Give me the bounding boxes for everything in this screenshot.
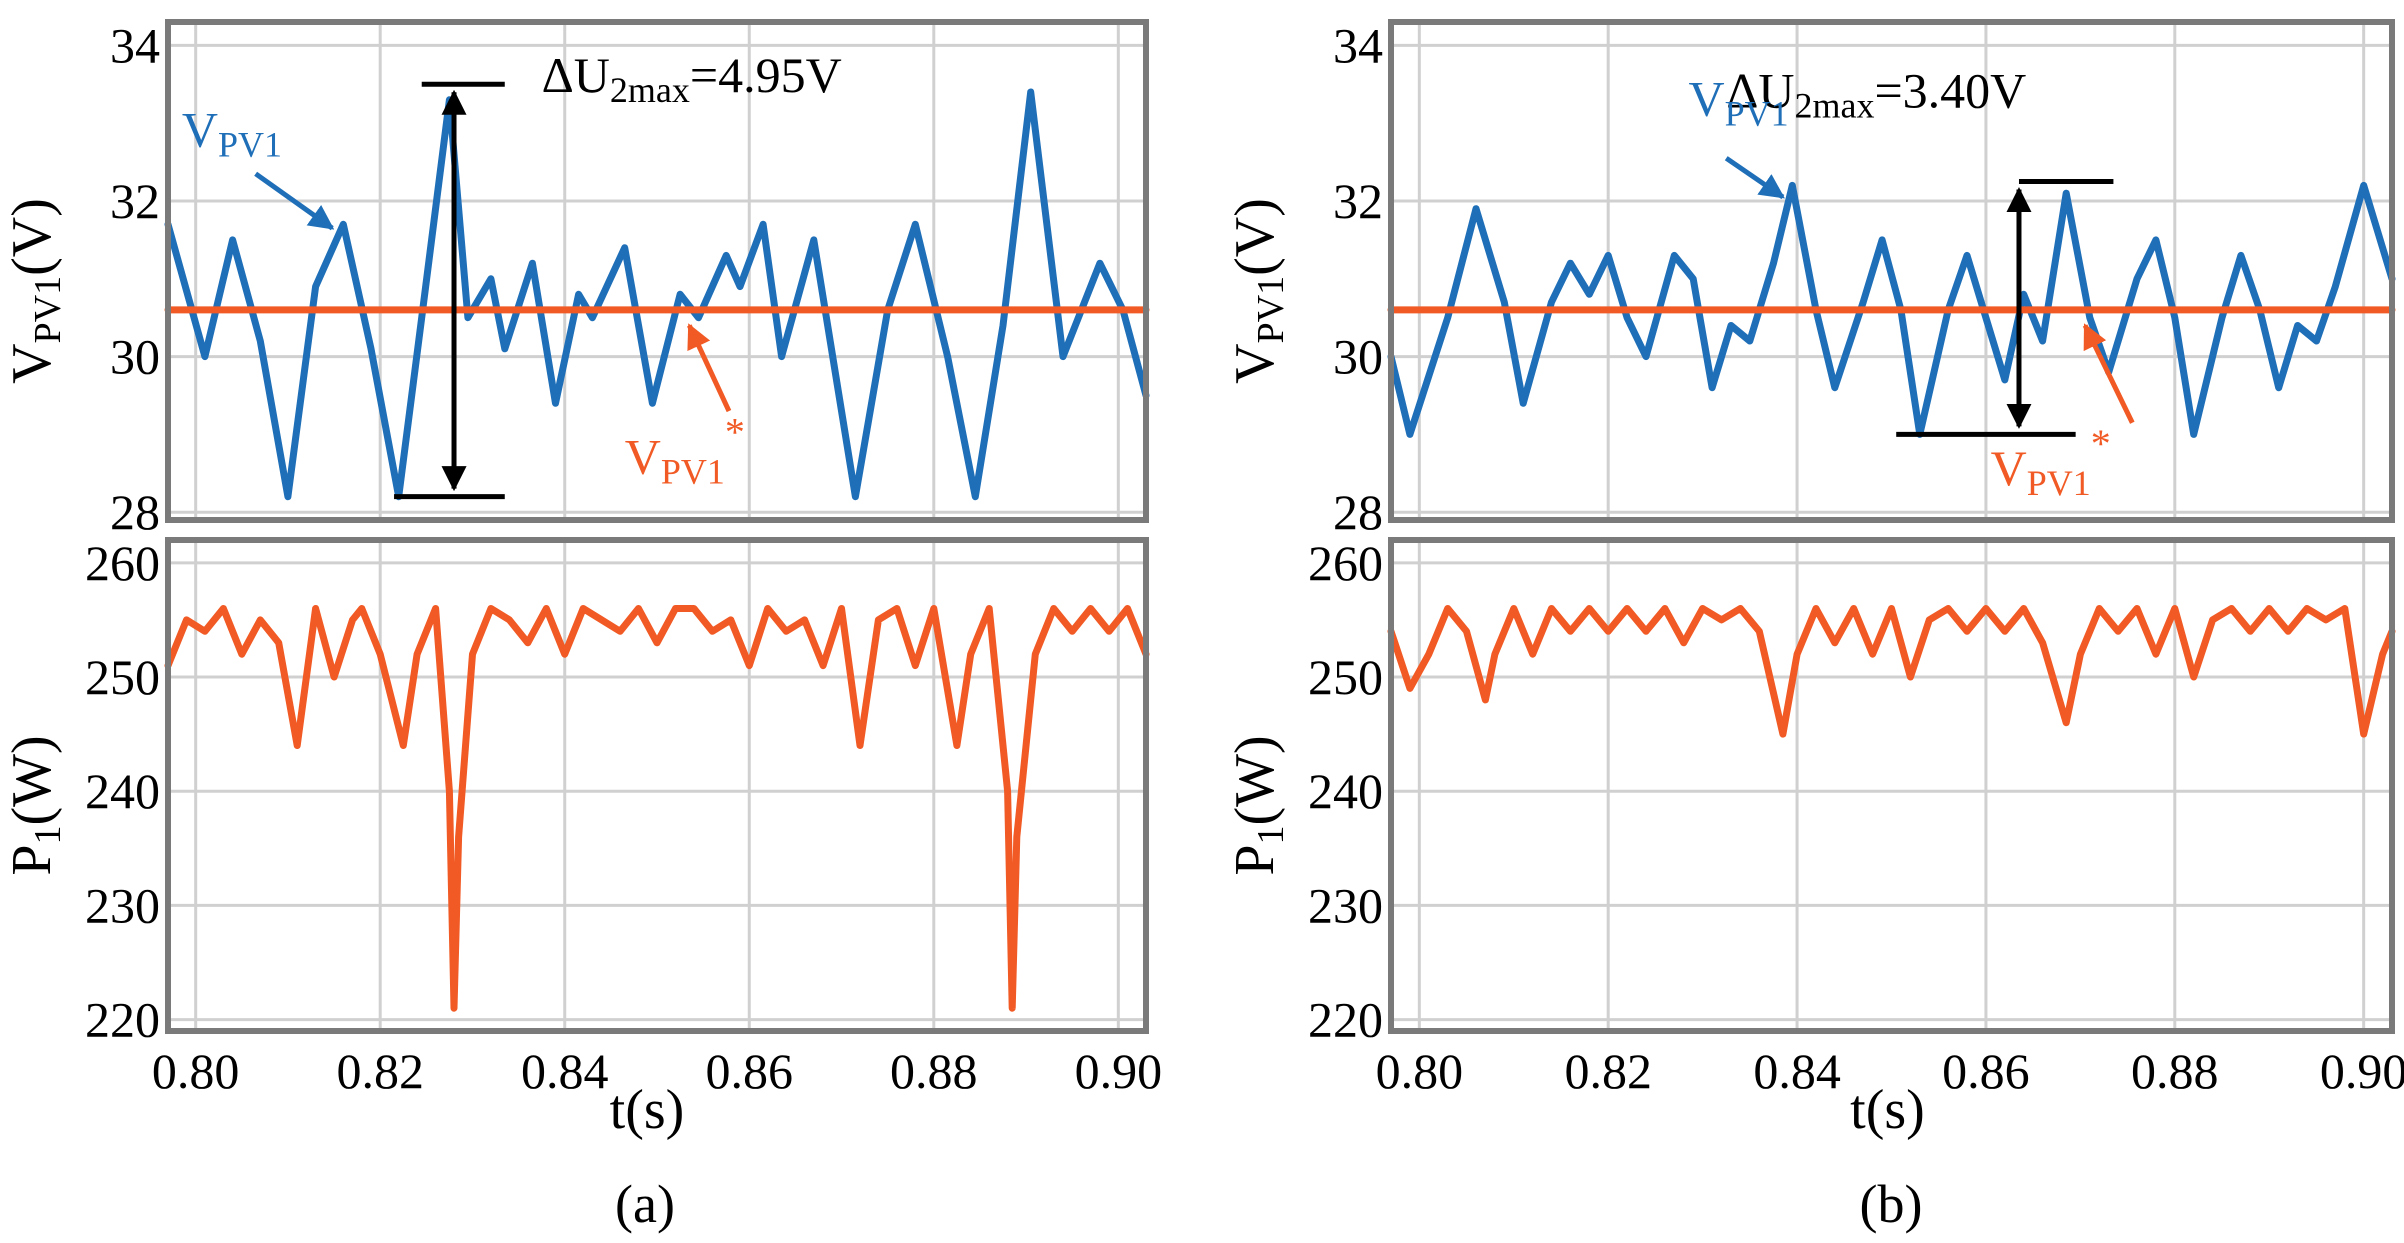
arrow-vpv1-ref xyxy=(687,323,732,413)
x-tick-label: 0.90 xyxy=(2320,1043,2404,1099)
y-tick-label: 28 xyxy=(110,484,160,540)
y-tick-label: 260 xyxy=(1308,535,1383,591)
label-vpv1-ref: VPV1* xyxy=(625,409,745,491)
delta-annotation-sub: 2max xyxy=(1795,86,1875,126)
x-tick-label: 0.86 xyxy=(706,1043,794,1099)
label-vpv1-ref-sup: * xyxy=(2091,421,2111,466)
label-vpv1-ref-main: V xyxy=(1991,440,2027,496)
y-axis-label-sub: PV1 xyxy=(1250,276,1292,344)
x-tick-label: 0.80 xyxy=(1376,1043,1464,1099)
y-axis-label-sub: 1 xyxy=(1250,826,1292,845)
label-vpv1-ref-sub: PV1 xyxy=(661,451,725,491)
x-axis-label: t(s) xyxy=(1850,1079,1925,1141)
y-tick-label: 220 xyxy=(85,992,160,1048)
y-tick-label: 30 xyxy=(1333,329,1383,385)
y-axis-label-main: P xyxy=(1224,845,1286,876)
plot-frame xyxy=(1388,19,2395,523)
x-tick-label: 0.88 xyxy=(2131,1043,2219,1099)
arrow-vpv1-ref xyxy=(2082,323,2135,424)
label-vpv1-ref-sub: PV1 xyxy=(2027,463,2091,503)
x-axis-label: t(s) xyxy=(610,1079,685,1141)
series-line-p1 xyxy=(164,605,1150,1012)
y-axis-label: VPV1(V) xyxy=(1,198,69,384)
y-tick-label: 260 xyxy=(85,535,160,591)
y-axis-label-sub: 1 xyxy=(27,826,69,845)
delta-annotation-value: =4.95V xyxy=(690,47,842,103)
arrow-vpv1 xyxy=(254,171,335,231)
y-tick-label: 250 xyxy=(1308,649,1383,705)
y-axis-label: P1(W) xyxy=(1,735,69,875)
subplot-bottom: 220 230 240 250 260 P1(W) xyxy=(1224,535,2396,1048)
y-axis-label-tail: (W) xyxy=(1224,735,1286,825)
x-tick-label: 0.84 xyxy=(1753,1043,1841,1099)
label-vpv1: VPV1 xyxy=(1688,70,1788,133)
label-vpv1-ref: VPV1* xyxy=(1991,421,2111,503)
delta-annotation-value: =3.40V xyxy=(1874,63,2026,119)
label-vpv1: VPV1 xyxy=(182,102,282,165)
label-vpv1-main: V xyxy=(1688,70,1724,126)
y-axis-label-tail: (W) xyxy=(1,735,63,825)
x-tick-label: 0.88 xyxy=(890,1043,978,1099)
y-axis-label-sub: PV1 xyxy=(27,276,69,344)
y-tick-label: 230 xyxy=(1308,877,1383,933)
y-tick-label: 34 xyxy=(110,17,160,73)
x-tick-label: 0.90 xyxy=(1075,1043,1163,1099)
y-axis-label-tail: (V) xyxy=(1,198,63,276)
panel-label: (a) xyxy=(615,1174,675,1234)
y-tick-label: 240 xyxy=(85,763,160,819)
plot-frame xyxy=(1388,537,2395,1034)
label-vpv1-sub: PV1 xyxy=(1725,93,1789,133)
y-axis-label: P1(W) xyxy=(1224,735,1292,875)
delta-annotation-main: ΔU xyxy=(1726,63,1794,119)
delta-annotation: ΔU2max=4.95V xyxy=(542,47,842,110)
plot-frame xyxy=(165,537,1149,1034)
delta-annotation-sub: 2max xyxy=(610,70,690,110)
label-vpv1-main: V xyxy=(182,102,218,158)
y-tick-label: 34 xyxy=(1333,17,1383,73)
y-axis-label-main: P xyxy=(1,845,63,876)
y-axis-label: VPV1(V) xyxy=(1224,198,1292,384)
y-tick-label: 230 xyxy=(85,877,160,933)
delta-annotation-main: ΔU xyxy=(542,47,610,103)
x-tick-label: 0.86 xyxy=(1942,1043,2030,1099)
y-tick-label: 32 xyxy=(1333,173,1383,229)
x-tick-label: 0.82 xyxy=(336,1043,424,1099)
label-vpv1-sub: PV1 xyxy=(218,125,282,165)
y-axis-label-main: V xyxy=(1224,343,1286,383)
y-tick-label: 250 xyxy=(85,649,160,705)
series-line-p1 xyxy=(1387,605,2396,738)
y-tick-label: 30 xyxy=(110,329,160,385)
y-tick-label: 32 xyxy=(110,173,160,229)
x-tick-label: 0.84 xyxy=(521,1043,609,1099)
x-tick-label: 0.82 xyxy=(1564,1043,1652,1099)
plot-frame xyxy=(165,19,1149,523)
subplot-bottom: 220 230 240 250 260 P1(W) xyxy=(1,535,1150,1048)
y-axis-label-tail: (V) xyxy=(1224,198,1286,276)
label-vpv1-ref-main: V xyxy=(625,428,661,484)
y-tick-label: 28 xyxy=(1333,484,1383,540)
y-axis-label-main: V xyxy=(1,343,63,383)
arrow-vpv1 xyxy=(1724,156,1785,200)
y-tick-label: 220 xyxy=(1308,992,1383,1048)
series-line-vpv1 xyxy=(164,88,1150,501)
panel-label: (b) xyxy=(1860,1174,1923,1234)
delta-annotation: ΔU2max=3.40V xyxy=(1726,63,2026,126)
label-vpv1-ref-sup: * xyxy=(725,409,745,454)
y-tick-label: 240 xyxy=(1308,763,1383,819)
x-tick-label: 0.80 xyxy=(152,1043,240,1099)
